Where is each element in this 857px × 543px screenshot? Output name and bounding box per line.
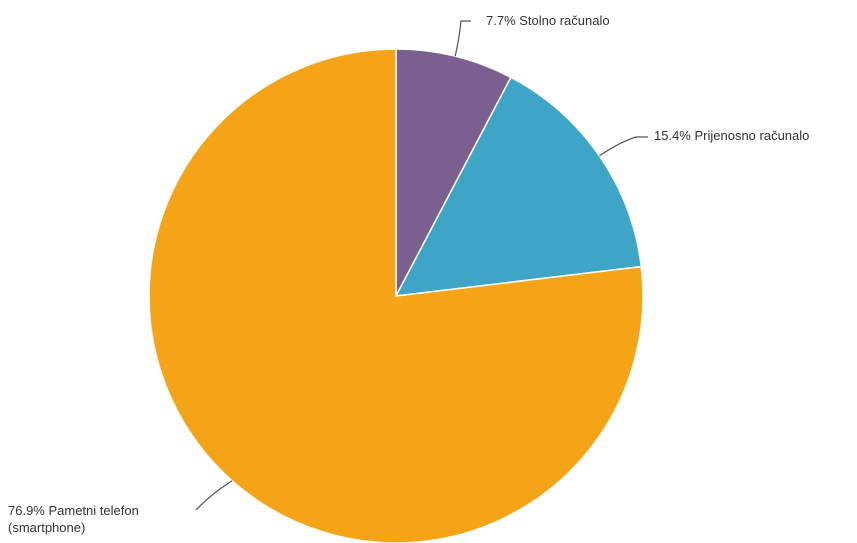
pie-labels: 7.7% Stolno računalo 15.4% Prijenosno rač… xyxy=(8,13,809,535)
leader-line-3 xyxy=(195,480,233,511)
pie-slice-2[interactable] xyxy=(394,76,643,297)
leader-line-2 xyxy=(599,136,648,157)
leader-line-1 xyxy=(454,20,471,57)
slice-label-2: 15.4% Prijenosno računalo xyxy=(654,128,809,143)
pie-slices xyxy=(148,48,644,543)
pie-slice-1[interactable] xyxy=(395,48,512,297)
slice-label-1: 7.7% Stolno računalo xyxy=(486,13,610,28)
slice-label-3: 76.9% Pametni telefon (smartphone) xyxy=(8,503,139,535)
